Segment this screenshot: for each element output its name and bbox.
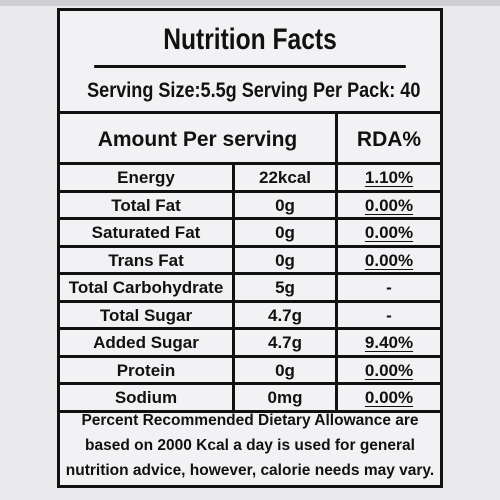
nutrient-name: Total Sugar [60, 302, 235, 327]
table-row: Sodium 0mg 0.00% [60, 385, 440, 413]
table-row: Energy 22kcal 1.10% [60, 165, 440, 193]
nutrient-rda: - [386, 278, 392, 297]
rda-header: RDA% [356, 128, 422, 151]
nutrient-amount: 0g [235, 192, 338, 217]
table-row: Total Sugar 4.7g - [60, 302, 440, 330]
serving-info: Serving Size:5.5g Serving Per Pack: 40 [60, 68, 440, 114]
nutrient-amount: 4.7g [235, 330, 338, 355]
nutrient-name: Added Sugar [60, 330, 235, 355]
nutrient-rda: 9.40% [364, 333, 414, 352]
nutrient-name: Total Fat [60, 192, 235, 217]
nutrient-rda: 0.00% [364, 250, 414, 270]
nutrient-rda: 0.00% [364, 360, 414, 380]
nutrient-rda: 1.10% [364, 168, 414, 187]
nutrient-name: Saturated Fat [60, 220, 235, 245]
nutrient-amount: 0g [235, 247, 338, 272]
table-header: Amount Per serving RDA% [60, 114, 440, 165]
nutrient-name: Total Carbohydrate [60, 275, 235, 300]
nutrient-rda: - [386, 305, 392, 325]
serving-text: Serving Size:5.5g Serving Per Pack: 40 [87, 79, 421, 102]
nutrient-amount: 22kcal [235, 165, 338, 190]
nutrient-name: Sodium [60, 385, 235, 410]
table-row: Protein 0g 0.00% [60, 357, 440, 385]
nutrient-amount: 0g [235, 357, 338, 382]
nutrient-name: Protein [60, 357, 235, 382]
nutrient-rda: 0.00% [364, 195, 414, 215]
nutrient-amount: 4.7g [235, 302, 338, 327]
nutrient-name: Energy [60, 165, 235, 190]
footnote-line: Percent Recommended Dietary Allowance ar… [81, 412, 419, 429]
table-row: Added Sugar 4.7g 9.40% [60, 330, 440, 358]
table-row: Saturated Fat 0g 0.00% [60, 220, 440, 248]
table-row: Total Carbohydrate 5g - [60, 275, 440, 303]
footnote-line: based on 2000 Kcal a day is used for gen… [85, 437, 415, 454]
nutrient-rda: 0.00% [364, 223, 414, 242]
nutrition-facts-label: Nutrition Facts Serving Size:5.5g Servin… [57, 8, 443, 488]
footnote-line: nutrition advice, however, calorie needs… [65, 462, 435, 479]
amount-per-serving-header: Amount Per serving [60, 114, 338, 162]
table-row: Trans Fat 0g 0.00% [60, 247, 440, 275]
nutrient-amount: 0mg [235, 385, 338, 410]
label-title: Nutrition Facts [94, 11, 406, 68]
footnote: Percent Recommended Dietary Allowance ar… [60, 405, 440, 485]
table-row: Total Fat 0g 0.00% [60, 192, 440, 220]
nutrient-name: Trans Fat [60, 247, 235, 272]
nutrient-amount: 0g [235, 220, 338, 245]
nutrient-amount: 5g [235, 275, 338, 300]
package-background [0, 0, 500, 6]
nutrient-rda: 0.00% [364, 388, 414, 407]
